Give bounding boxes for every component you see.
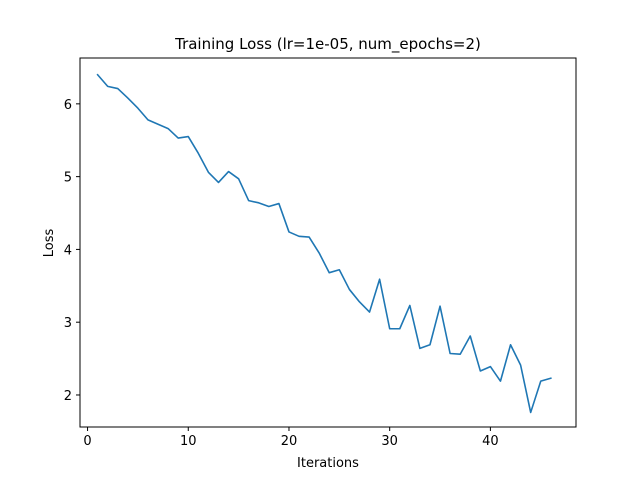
plot-frame <box>79 57 577 428</box>
y-axis-label: Loss <box>42 229 57 258</box>
x-axis-label: Iterations <box>297 456 359 471</box>
loss-series-line <box>96 73 552 414</box>
y-tick-label: 4 <box>64 243 72 258</box>
x-tick-label: 20 <box>281 434 298 449</box>
chart-title: Training Loss (lr=1e-05, num_epochs=2) <box>174 35 481 54</box>
y-tick-label: 5 <box>64 171 72 186</box>
x-tick-label: 10 <box>180 434 197 449</box>
x-axis: 0 10 20 30 40 <box>83 427 499 449</box>
x-tick-label: 0 <box>83 434 91 449</box>
x-tick-label: 30 <box>381 434 398 449</box>
x-tick-label: 40 <box>482 434 499 449</box>
y-axis: 2 3 4 5 6 <box>64 98 80 404</box>
y-tick-label: 3 <box>64 316 72 331</box>
y-tick-label: 2 <box>64 389 72 404</box>
plot-area <box>96 73 552 414</box>
y-tick-label: 6 <box>64 98 72 113</box>
